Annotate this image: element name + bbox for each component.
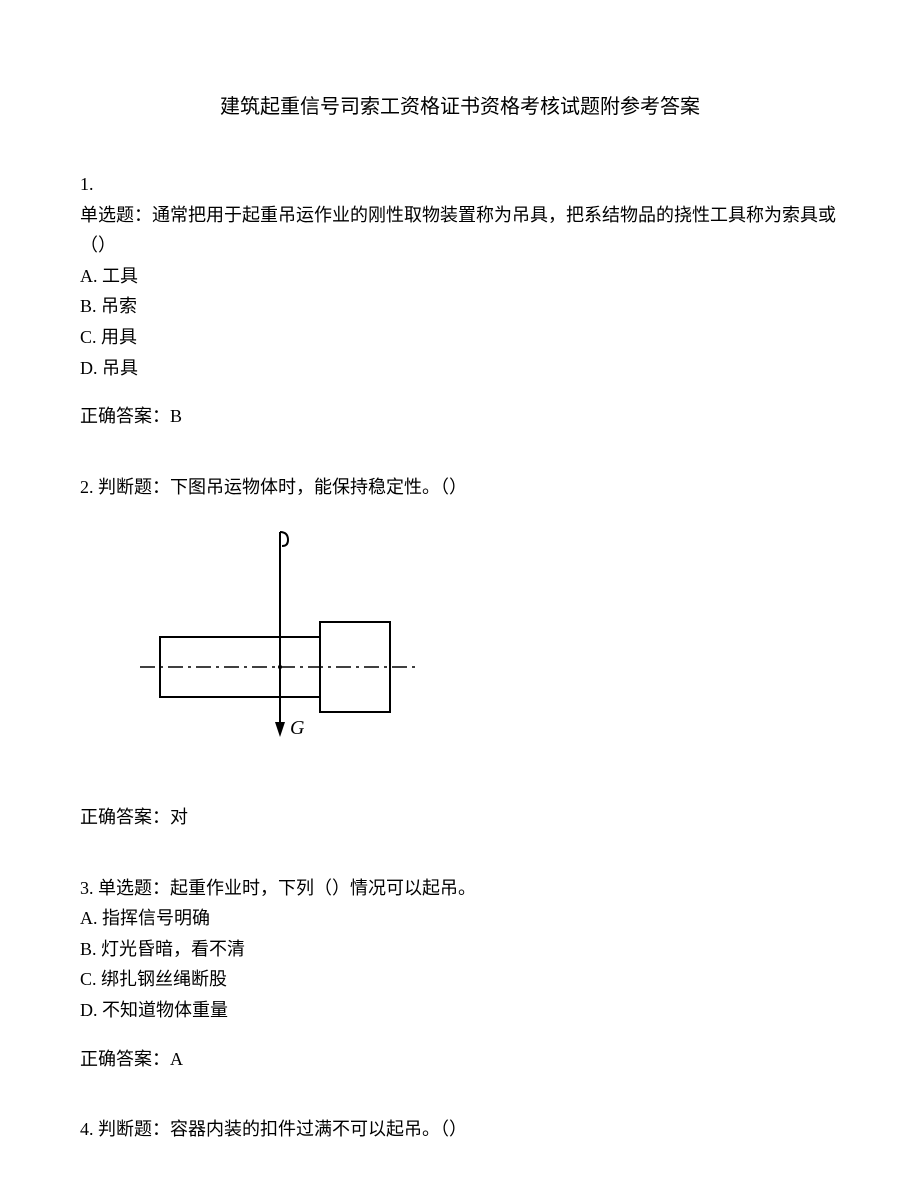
- question-2: 2. 判断题：下图吊运物体时，能保持稳定性。（） G 正确答案：对: [80, 472, 840, 833]
- question-prompt-text: 判断题：容器内装的扣件过满不可以起吊。（）: [98, 1119, 467, 1139]
- question-4: 4. 判断题：容器内装的扣件过满不可以起吊。（）: [80, 1114, 840, 1145]
- answer-text: 正确答案：B: [80, 401, 840, 432]
- question-prompt: 3. 单选题：起重作业时，下列（）情况可以起吊。: [80, 873, 840, 904]
- g-label: G: [290, 717, 305, 739]
- option-c: C. 绑扎钢丝绳断股: [80, 964, 840, 995]
- question-prompt: 2. 判断题：下图吊运物体时，能保持稳定性。（）: [80, 472, 840, 503]
- option-b: B. 吊索: [80, 291, 840, 322]
- question-prompt: 单选题：通常把用于起重吊运作业的刚性取物装置称为吊具，把系结物品的挠性工具称为索…: [80, 200, 840, 261]
- question-number: 1.: [80, 169, 840, 200]
- center-point: [278, 665, 282, 669]
- arrow-down-icon: [275, 722, 285, 737]
- option-a: A. 指挥信号明确: [80, 903, 840, 934]
- question-prompt-text: 判断题：下图吊运物体时，能保持稳定性。（）: [98, 477, 467, 497]
- diagram-container: G: [130, 522, 840, 772]
- question-3: 3. 单选题：起重作业时，下列（）情况可以起吊。 A. 指挥信号明确 B. 灯光…: [80, 873, 840, 1075]
- option-c: C. 用具: [80, 322, 840, 353]
- question-number: 4.: [80, 1119, 98, 1139]
- question-number: 3.: [80, 878, 98, 898]
- question-number: 2.: [80, 477, 98, 497]
- hook-icon: [280, 532, 288, 546]
- option-a: A. 工具: [80, 261, 840, 292]
- option-d: D. 吊具: [80, 353, 840, 384]
- option-d: D. 不知道物体重量: [80, 995, 840, 1026]
- question-1: 1. 单选题：通常把用于起重吊运作业的刚性取物装置称为吊具，把系结物品的挠性工具…: [80, 169, 840, 432]
- page-title: 建筑起重信号司索工资格证书资格考核试题附参考答案: [80, 90, 840, 119]
- option-b: B. 灯光昏暗，看不清: [80, 934, 840, 965]
- shaft-body: [160, 637, 320, 697]
- lifting-diagram: G: [130, 522, 430, 762]
- question-prompt: 4. 判断题：容器内装的扣件过满不可以起吊。（）: [80, 1114, 840, 1145]
- answer-text: 正确答案：A: [80, 1044, 840, 1075]
- answer-text: 正确答案：对: [80, 802, 840, 833]
- question-prompt-text: 单选题：起重作业时，下列（）情况可以起吊。: [98, 878, 476, 898]
